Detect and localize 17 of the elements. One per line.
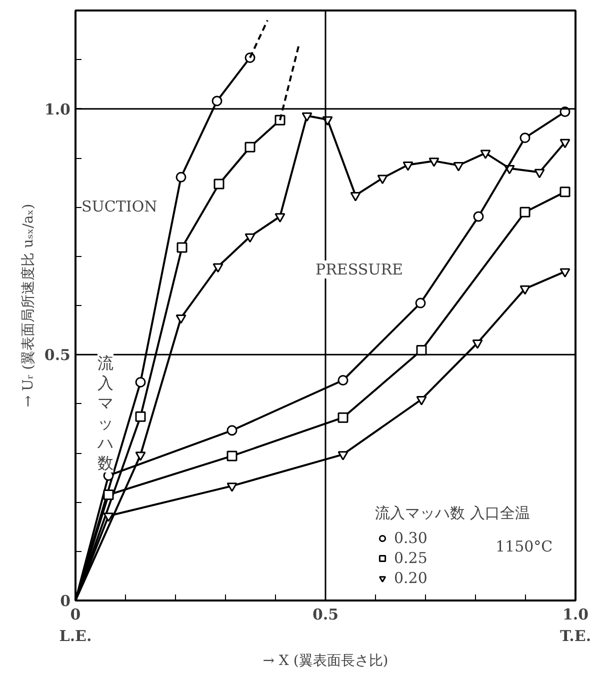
annotation: 1150°C xyxy=(496,538,553,556)
y-axis-title: → Uᵣ (翼表面局所速度比 uₛₓ/aₓ) xyxy=(20,204,36,408)
legend-label: 0.30 xyxy=(394,529,428,547)
x-tick-label: 0.5 xyxy=(312,606,339,624)
annotation: PRESSURE xyxy=(316,260,404,278)
legend-label: 0.20 xyxy=(394,569,428,587)
legend-label: 0.25 xyxy=(394,549,428,567)
text: L.E. xyxy=(59,627,92,646)
x-tick-label: 1.0 xyxy=(562,606,589,624)
y-tick-label: 0 xyxy=(60,592,70,610)
annotation: SUCTION xyxy=(82,198,158,216)
text: T.E. xyxy=(560,627,592,646)
y-tick-label: 1.0 xyxy=(44,100,71,118)
legend-title: 流入マッハ数 入口全温 xyxy=(375,504,530,523)
y-tick-label: 0.5 xyxy=(44,346,71,364)
annotation: 流入マッハ数 xyxy=(96,354,114,472)
x-axis-title: → X (翼表面長さ比) xyxy=(262,653,388,670)
